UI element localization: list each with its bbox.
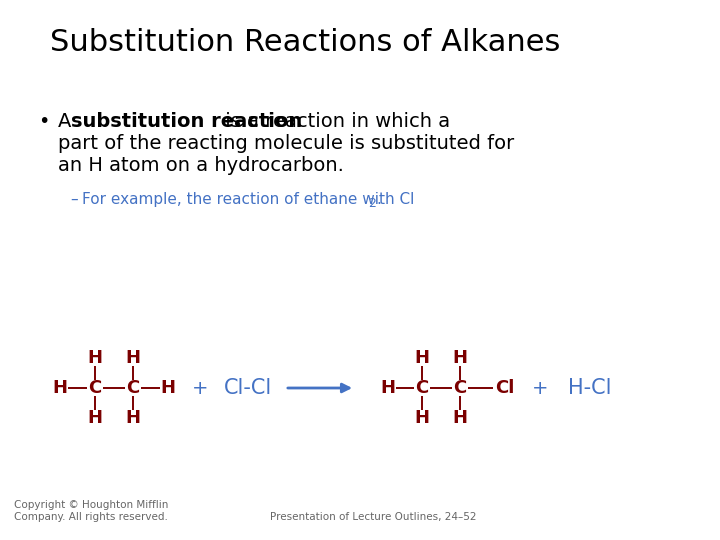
Text: .: . <box>376 192 381 207</box>
Text: H: H <box>125 409 140 427</box>
Text: is a reaction in which a: is a reaction in which a <box>219 112 450 131</box>
Text: H: H <box>88 409 102 427</box>
Text: H: H <box>161 379 176 397</box>
Text: H: H <box>125 349 140 367</box>
Text: Cl: Cl <box>495 379 515 397</box>
Text: H: H <box>88 349 102 367</box>
Text: H-Cl: H-Cl <box>568 378 612 398</box>
Text: part of the reacting molecule is substituted for: part of the reacting molecule is substit… <box>58 134 514 153</box>
Text: •: • <box>38 112 50 131</box>
Text: C: C <box>454 379 467 397</box>
Text: For example, the reaction of ethane with Cl: For example, the reaction of ethane with… <box>82 192 415 207</box>
Text: 2: 2 <box>368 197 376 210</box>
Text: +: + <box>192 379 208 397</box>
Text: substitution reaction: substitution reaction <box>71 112 302 131</box>
Text: an H atom on a hydrocarbon.: an H atom on a hydrocarbon. <box>58 156 344 175</box>
Text: Cl-Cl: Cl-Cl <box>224 378 272 398</box>
Text: +: + <box>532 379 548 397</box>
Text: H: H <box>415 349 430 367</box>
Text: H: H <box>53 379 68 397</box>
Text: Presentation of Lecture Outlines, 24–52: Presentation of Lecture Outlines, 24–52 <box>270 512 477 522</box>
Text: –: – <box>70 192 78 207</box>
Text: C: C <box>127 379 140 397</box>
Text: H: H <box>380 379 395 397</box>
Text: C: C <box>89 379 102 397</box>
Text: C: C <box>415 379 428 397</box>
Text: H: H <box>452 349 467 367</box>
Text: H: H <box>415 409 430 427</box>
Text: A: A <box>58 112 78 131</box>
Text: Substitution Reactions of Alkanes: Substitution Reactions of Alkanes <box>50 28 560 57</box>
Text: H: H <box>452 409 467 427</box>
Text: Copyright © Houghton Mifflin
Company. All rights reserved.: Copyright © Houghton Mifflin Company. Al… <box>14 501 168 522</box>
